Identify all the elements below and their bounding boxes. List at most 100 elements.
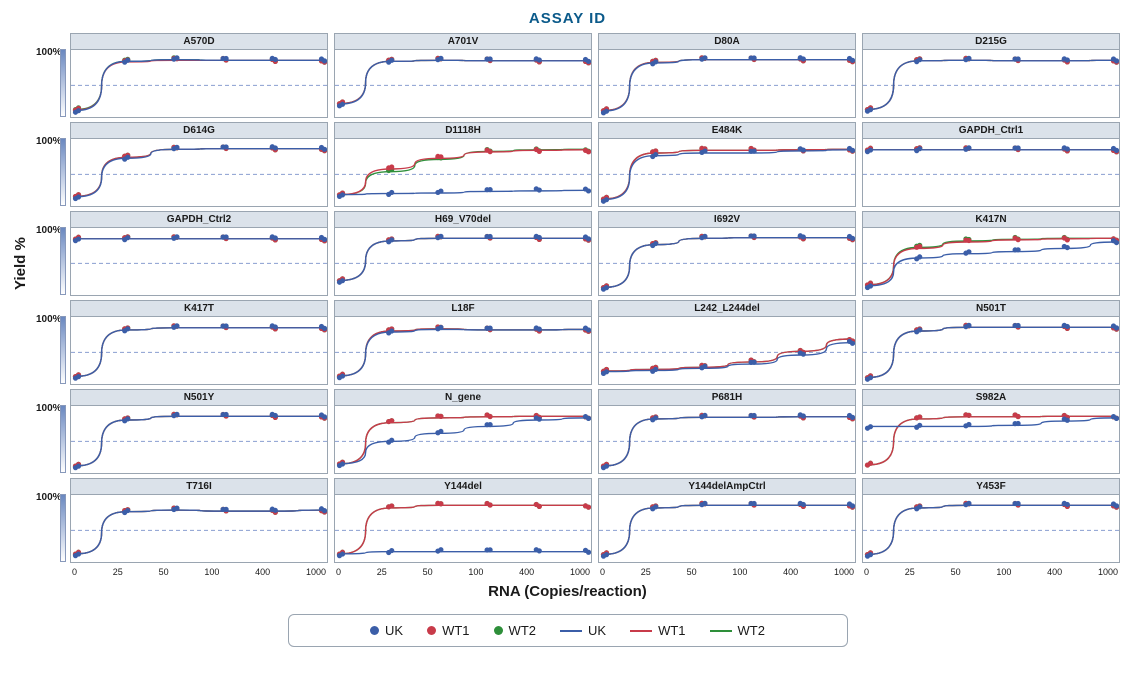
series-point-uk: [850, 236, 855, 241]
series-point-uk: [1016, 247, 1021, 252]
series-point-uk: [340, 192, 345, 197]
panel-body: [335, 317, 591, 385]
panel-header: GAPDH_Ctrl2: [71, 212, 327, 228]
series-line-uk: [605, 343, 851, 372]
x-tick-label: 1000: [1098, 567, 1118, 577]
series-point-uk: [1065, 245, 1070, 250]
panel-body: [335, 50, 591, 118]
series-point-uk: [917, 504, 922, 509]
panel-body: [863, 50, 1119, 118]
x-tick-label: 0: [72, 567, 77, 577]
x-tick-label: 50: [951, 567, 961, 577]
legend-line-swatch-wt2: [710, 630, 732, 632]
series-point-uk: [850, 341, 855, 346]
series-point-wt1: [438, 154, 443, 159]
series-point-uk: [273, 145, 278, 150]
panel-header: Y144delAmpCtrl: [599, 479, 855, 495]
series-line-wt1: [341, 60, 587, 103]
series-line-wt1: [77, 149, 323, 196]
series-point-uk: [273, 57, 278, 62]
series-line-uk: [869, 418, 1115, 427]
series-point-uk: [273, 508, 278, 513]
series-point-uk: [586, 327, 591, 332]
panel-chart: [863, 495, 1119, 563]
x-tick-label: 1000: [306, 567, 326, 577]
row-y-tick-label: 100%: [36, 136, 62, 147]
panel-header: Y453F: [863, 479, 1119, 495]
panel-row: 100%N501YN_geneP681HS982A: [70, 389, 1120, 474]
series-point-uk: [1016, 323, 1021, 328]
series-line-wt2: [341, 505, 587, 554]
series-point-uk: [604, 369, 609, 374]
series-point-uk: [438, 547, 443, 552]
series-line-wt1: [869, 238, 1115, 284]
panel: Y144delAmpCtrl: [598, 478, 856, 563]
legend-line-uk: UK: [560, 623, 606, 638]
legend-dot-wt2: [494, 626, 503, 635]
x-tick-label: 400: [519, 567, 534, 577]
legend-label: UK: [588, 623, 606, 638]
series-point-uk: [537, 417, 542, 422]
row-y-tick-label: 100%: [36, 314, 62, 325]
panel-chart: [71, 495, 327, 563]
series-line-uk: [341, 552, 587, 554]
series-point-uk: [917, 57, 922, 62]
series-point-uk: [224, 507, 229, 512]
series-point-wt1: [488, 414, 493, 419]
legend-label: WT1: [658, 623, 685, 638]
series-line-wt2: [77, 60, 323, 110]
panel-body: [71, 50, 327, 118]
series-point-uk: [273, 235, 278, 240]
series-point-uk: [604, 197, 609, 202]
series-point-wt1: [966, 238, 971, 243]
panel: D215G: [862, 33, 1120, 118]
panel-header: H69_V70del: [335, 212, 591, 228]
x-tick-label: 400: [783, 567, 798, 577]
panel-header: E484K: [599, 123, 855, 139]
series-point-uk: [801, 147, 806, 152]
x-tick-label: 100: [732, 567, 747, 577]
series-point-uk: [586, 188, 591, 193]
series-point-uk: [801, 502, 806, 507]
series-point-uk: [125, 508, 130, 513]
series-point-wt1: [537, 149, 542, 154]
series-point-uk: [322, 237, 327, 242]
series-point-uk: [174, 323, 179, 328]
panel-chart: [599, 495, 855, 563]
panel-body: [335, 495, 591, 563]
panel-chart: [599, 317, 855, 385]
legend-label: WT2: [509, 623, 536, 638]
series-point-uk: [868, 552, 873, 557]
series-point-uk: [1065, 146, 1070, 151]
series-point-uk: [801, 56, 806, 61]
series-point-uk: [702, 364, 707, 369]
series-point-uk: [653, 59, 658, 64]
panel-chart: [599, 406, 855, 474]
series-point-uk: [752, 233, 757, 238]
x-tick-set: 025501004001000: [598, 567, 856, 577]
series-point-uk: [604, 464, 609, 469]
series-point-wt1: [966, 413, 971, 418]
panel-header: D215G: [863, 34, 1119, 50]
legend-point-wt1: WT1: [427, 623, 469, 638]
row-y-gradient-bar: [60, 49, 66, 117]
panel: A570D: [70, 33, 328, 118]
panel: A701V: [334, 33, 592, 118]
panel: K417T: [70, 300, 328, 385]
series-point-uk: [76, 464, 81, 469]
series-point-uk: [752, 413, 757, 418]
series-point-uk: [1114, 58, 1119, 63]
series-point-uk: [389, 328, 394, 333]
panel-header: T716I: [71, 479, 327, 495]
x-tick-label: 50: [159, 567, 169, 577]
panel-header: GAPDH_Ctrl1: [863, 123, 1119, 139]
y-axis-label: Yield %: [12, 237, 29, 290]
panel-row: 100%T716IY144delY144delAmpCtrlY453F: [70, 478, 1120, 563]
series-point-uk: [868, 375, 873, 380]
x-tick-row: 0255010040010000255010040010000255010040…: [70, 567, 1120, 577]
series-point-uk: [389, 190, 394, 195]
series-point-uk: [488, 187, 493, 192]
panel-header: Y144del: [335, 479, 591, 495]
series-point-uk: [702, 148, 707, 153]
series-point-wt1: [868, 461, 873, 466]
